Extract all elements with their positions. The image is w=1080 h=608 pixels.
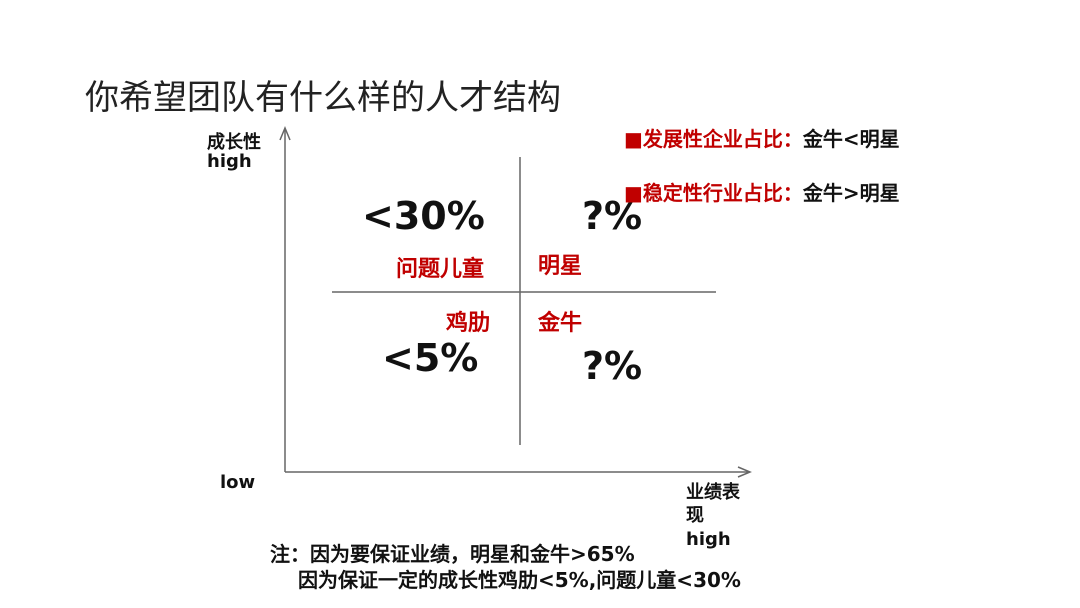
x-arrow <box>737 466 752 478</box>
note: ■稳定性行业占比：金牛>明星 <box>624 180 909 206</box>
note-text: 金牛<明星 <box>802 127 900 151</box>
quadrant-value: <30% <box>362 194 485 238</box>
quadrant-label: 问题儿童 <box>396 257 485 282</box>
footer-note: 因为保证一定的成长性鸡肋<5%,问题儿童<30% <box>298 568 741 592</box>
y-axis-label: 成长性 <box>207 132 261 153</box>
note-text: 金牛>明星 <box>802 181 900 205</box>
quadrant-label: 明星 <box>538 254 583 279</box>
x-axis-label: 业绩表现 <box>686 482 740 526</box>
note-key: ■发展性企业占比： <box>624 127 803 151</box>
note-key: ■稳定性行业占比： <box>624 181 803 205</box>
origin-label: low <box>220 472 256 493</box>
quadrant-value: <5% <box>382 336 479 380</box>
y-arrow <box>279 126 291 141</box>
title: 你希望团队有什么样的人才结构 <box>85 78 561 118</box>
quadrant-value: ?% <box>582 194 643 238</box>
note: ■发展性企业占比：金牛<明星 <box>624 126 909 152</box>
footer-note: 注：因为要保证业绩，明星和金牛>65% <box>270 542 635 566</box>
y-axis-high: high <box>207 151 252 172</box>
x-axis-high: high <box>686 529 731 550</box>
quadrant-label: 鸡肋 <box>446 311 491 336</box>
quadrant-label: 金牛 <box>538 311 583 336</box>
quadrant-value: ?% <box>582 344 643 388</box>
